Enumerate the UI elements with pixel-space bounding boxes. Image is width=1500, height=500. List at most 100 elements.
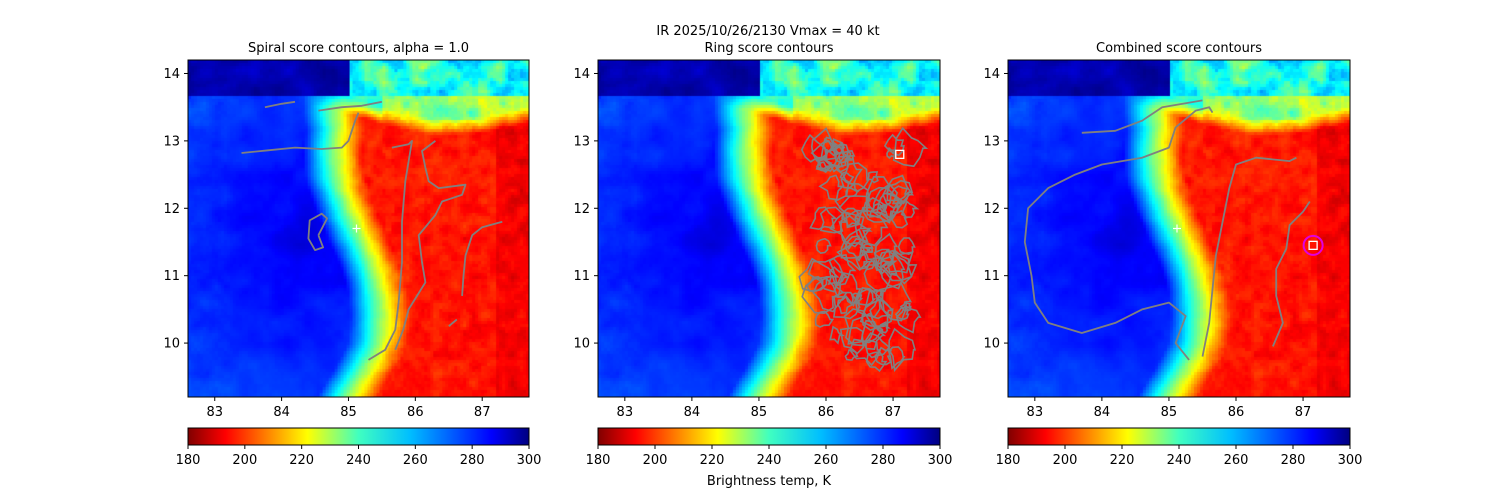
- center-plus-marker: [352, 224, 361, 233]
- y-tick-label: 12: [163, 202, 180, 217]
- colorbar-tick-label: 260: [403, 453, 428, 468]
- y-tick-label: 11: [163, 269, 180, 284]
- ring-contour-line: [888, 327, 917, 373]
- ring-contour-line: [865, 175, 892, 212]
- colorbar-label: Brightness temp, K: [707, 474, 832, 489]
- ring-contour-line: [815, 237, 832, 254]
- x-tick-label: 87: [474, 405, 491, 420]
- ring-contour-line: [889, 209, 909, 229]
- ring-contour-line: [837, 272, 862, 307]
- y-tick-label: 13: [983, 134, 1000, 149]
- ring-contour-line: [876, 192, 902, 221]
- ring-contour-line: [836, 242, 874, 272]
- colorbar-tick-label: 220: [1110, 453, 1135, 468]
- ring-contour-line: [862, 243, 874, 254]
- y-tick-label: 12: [983, 202, 1000, 217]
- x-tick-label: 84: [684, 405, 701, 420]
- ring-contour-line: [874, 346, 892, 366]
- y-tick-label: 14: [983, 67, 1000, 82]
- y-tick-label: 12: [573, 202, 590, 217]
- ring-contour-line: [834, 182, 871, 217]
- ring-contour-line: [887, 346, 906, 370]
- y-tick-label: 10: [983, 337, 1000, 352]
- y-tick-label: 10: [163, 337, 180, 352]
- colorbar-tick-label: 260: [1224, 453, 1249, 468]
- x-tick-label: 86: [407, 405, 424, 420]
- ring-contour-line: [865, 332, 891, 359]
- colorbar-tick-label: 300: [517, 453, 542, 468]
- ring-contour-line: [846, 150, 856, 161]
- colorbar: 180 200 220 240 260 280 300: [586, 427, 952, 468]
- ring-contour-line: [832, 291, 861, 320]
- colorbar-tick-label: 180: [996, 453, 1021, 468]
- x-tick-label: 84: [273, 405, 290, 420]
- ring-contour-line: [827, 266, 850, 286]
- ring-contour-line: [822, 143, 853, 173]
- x-tick-label: 85: [340, 405, 357, 420]
- ring-contour-line: [809, 206, 838, 231]
- score-contour-line: [1201, 156, 1297, 357]
- score-contour-line: [394, 140, 467, 351]
- center-circle-marker: [1302, 234, 1324, 256]
- ring-contour-line: [839, 326, 865, 355]
- x-tick-label: 85: [751, 405, 768, 420]
- y-tick-label: 10: [573, 337, 590, 352]
- ring-contour-line: [819, 206, 847, 234]
- colorbar-gradient: [1007, 427, 1351, 446]
- x-tick-label: 83: [617, 405, 634, 420]
- y-tick-label: 11: [573, 269, 590, 284]
- y-tick-label: 13: [573, 134, 590, 149]
- ring-contour-line: [887, 250, 911, 274]
- ring-contour-line: [798, 257, 840, 293]
- panel-2: Ring score contours 83 84 85 86 87 10 11 12 13 14 1…: [573, 41, 952, 468]
- colorbar-tick-label: 240: [757, 453, 782, 468]
- score-contour-line: [307, 212, 328, 251]
- ring-contour-line: [867, 171, 879, 184]
- ring-contour-line: [810, 127, 837, 162]
- ring-contour-line: [882, 174, 915, 209]
- center-square-marker: [1308, 240, 1318, 251]
- x-tick-label: 85: [1161, 405, 1178, 420]
- ring-contour-line: [843, 308, 876, 347]
- panel-title: Combined score contours: [1096, 41, 1262, 56]
- ring-contour-line: [865, 351, 888, 373]
- colorbar-gradient: [187, 427, 530, 446]
- ring-contour-line: [839, 215, 873, 251]
- panel-3: Combined score contours 83 84 85 86 87 10 11 12 1…: [983, 41, 1362, 468]
- ring-contour-line: [807, 257, 845, 293]
- ring-contour-line: [829, 211, 872, 248]
- colorbar-tick-label: 220: [289, 453, 314, 468]
- axes-frame: [597, 59, 941, 398]
- score-contour-line: [318, 100, 383, 112]
- score-contour-line: [1081, 99, 1203, 134]
- ring-contour-line: [847, 312, 884, 345]
- y-tick-label: 14: [573, 67, 590, 82]
- ring-contour-line: [854, 209, 889, 247]
- x-tick-label: 83: [206, 405, 223, 420]
- colorbar-tick-label: 200: [1053, 453, 1078, 468]
- colorbar-tick-label: 300: [1338, 453, 1363, 468]
- ring-contour-line: [879, 249, 906, 290]
- colorbar-tick-label: 280: [1281, 453, 1306, 468]
- x-tick-label: 83: [1027, 405, 1044, 420]
- ring-contour-line: [800, 133, 828, 163]
- score-contour-line: [1272, 201, 1311, 347]
- score-contour-line: [461, 220, 503, 296]
- ring-contour-line: [818, 174, 845, 201]
- panel-1: Spiral score contours, alpha = 1.0 83 84 85…: [163, 41, 541, 468]
- colorbar-tick-label: 280: [871, 453, 896, 468]
- score-contour-line: [241, 112, 360, 154]
- ring-contour-line: [897, 237, 916, 256]
- ring-contour-line: [863, 260, 898, 293]
- y-tick-label: 13: [163, 134, 180, 149]
- x-tick-label: 84: [1094, 405, 1111, 420]
- figure-suptitle: IR 2025/10/26/2130 Vmax = 40 kt: [656, 24, 879, 39]
- ring-contour-line: [801, 276, 839, 315]
- ring-contour-line: [892, 126, 929, 168]
- colorbar-tick-label: 200: [643, 453, 668, 468]
- ring-contour-line: [877, 320, 891, 334]
- ring-contour-line: [854, 288, 884, 318]
- x-tick-label: 87: [885, 405, 902, 420]
- score-contour-line: [448, 318, 458, 327]
